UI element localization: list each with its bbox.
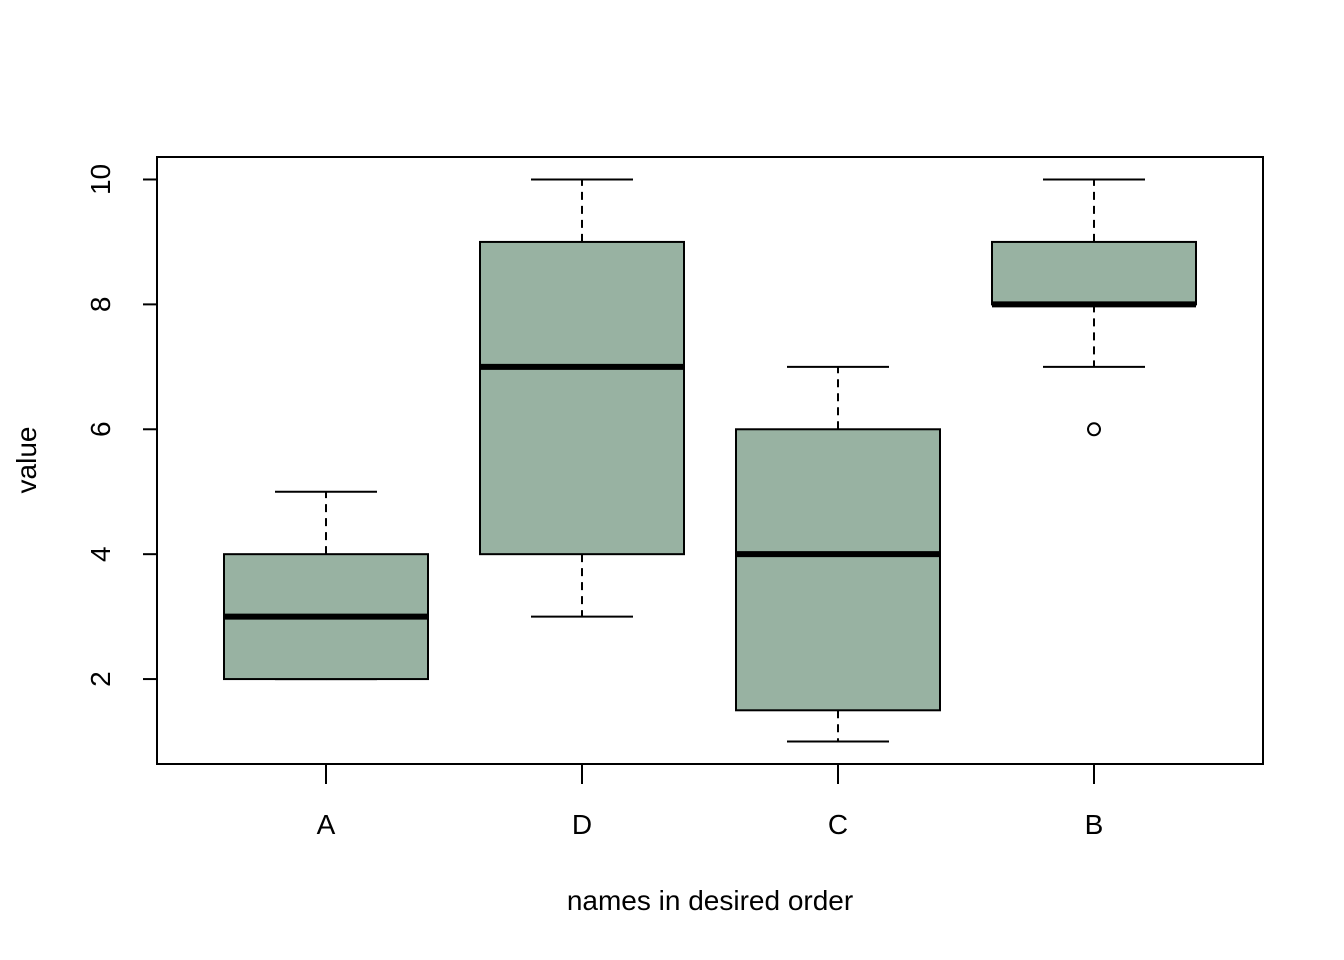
box-group-C: [735, 365, 941, 743]
box-group-D: [479, 178, 685, 618]
box-group-A: [223, 490, 429, 681]
y-axis-label: value: [11, 427, 42, 494]
box-group-B: [991, 178, 1197, 437]
box: [991, 240, 1197, 306]
y-tick-label: 2: [85, 671, 116, 687]
x-tick-label: D: [572, 809, 592, 840]
box: [735, 428, 941, 712]
boxes: [223, 178, 1197, 743]
y-tick-label: 10: [85, 164, 116, 195]
y-axis: 2 4 6 8 10: [85, 164, 158, 687]
y-tick-label: 4: [85, 546, 116, 562]
x-tick-label: A: [317, 809, 336, 840]
x-tick-label: B: [1085, 809, 1104, 840]
x-tick-label: C: [828, 809, 848, 840]
x-axis-label: names in desired order: [567, 885, 853, 916]
y-tick-label: 8: [85, 297, 116, 313]
box: [479, 240, 685, 556]
outlier-point: [1087, 422, 1101, 437]
y-tick-label: 6: [85, 421, 116, 437]
